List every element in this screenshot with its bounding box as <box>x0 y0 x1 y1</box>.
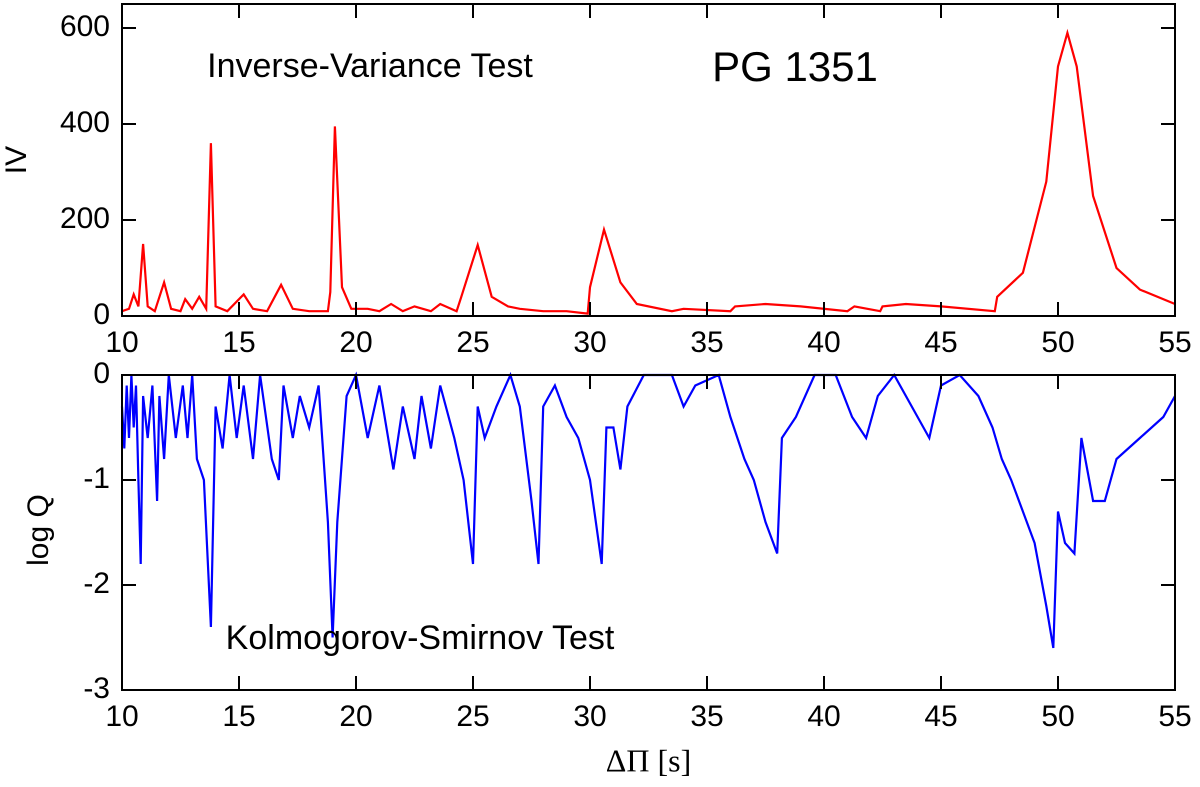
x-tick-label: 10 <box>105 700 138 733</box>
x-tick-label: 55 <box>1158 326 1191 359</box>
x-tick-label: 50 <box>1041 700 1074 733</box>
y-tick-label: 200 <box>60 202 110 235</box>
x-tick-label: 45 <box>924 326 957 359</box>
y-tick-label: 0 <box>93 357 110 390</box>
y-tick-label: 600 <box>60 10 110 43</box>
x-tick-label: 45 <box>924 700 957 733</box>
x-tick-label: 10 <box>105 326 138 359</box>
x-axis-label: ΔΠ [s] <box>606 742 691 778</box>
x-tick-label: 30 <box>573 700 606 733</box>
x-tick-label: 35 <box>690 326 723 359</box>
x-tick-label: 15 <box>222 700 255 733</box>
x-tick-label: 20 <box>339 700 372 733</box>
annotation: Inverse-Variance Test <box>207 47 533 85</box>
y-axis-label: IV <box>0 146 33 174</box>
x-tick-label: 55 <box>1158 700 1191 733</box>
x-tick-label: 50 <box>1041 326 1074 359</box>
data-line <box>121 28 1176 315</box>
y-tick-label: 400 <box>60 106 110 139</box>
annotation: PG 1351 <box>712 43 878 90</box>
x-tick-label: 25 <box>456 326 489 359</box>
x-tick-label: 30 <box>573 326 606 359</box>
x-tick-label: 25 <box>456 700 489 733</box>
y-tick-label: -1 <box>83 462 110 495</box>
x-tick-label: 40 <box>807 700 840 733</box>
y-tick-label: -3 <box>83 672 110 705</box>
y-tick-label: -2 <box>83 567 110 600</box>
plot-frame <box>121 3 1176 317</box>
annotation: Kolmogorov-Smirnov Test <box>226 619 615 657</box>
x-tick-label: 15 <box>222 326 255 359</box>
y-axis-label: log Q <box>22 494 55 566</box>
y-tick-label: 0 <box>93 298 110 331</box>
x-tick-label: 40 <box>807 326 840 359</box>
x-tick-label: 20 <box>339 326 372 359</box>
x-tick-label: 35 <box>690 700 723 733</box>
data-line <box>120 371 1176 649</box>
plot-frame <box>121 374 1176 691</box>
